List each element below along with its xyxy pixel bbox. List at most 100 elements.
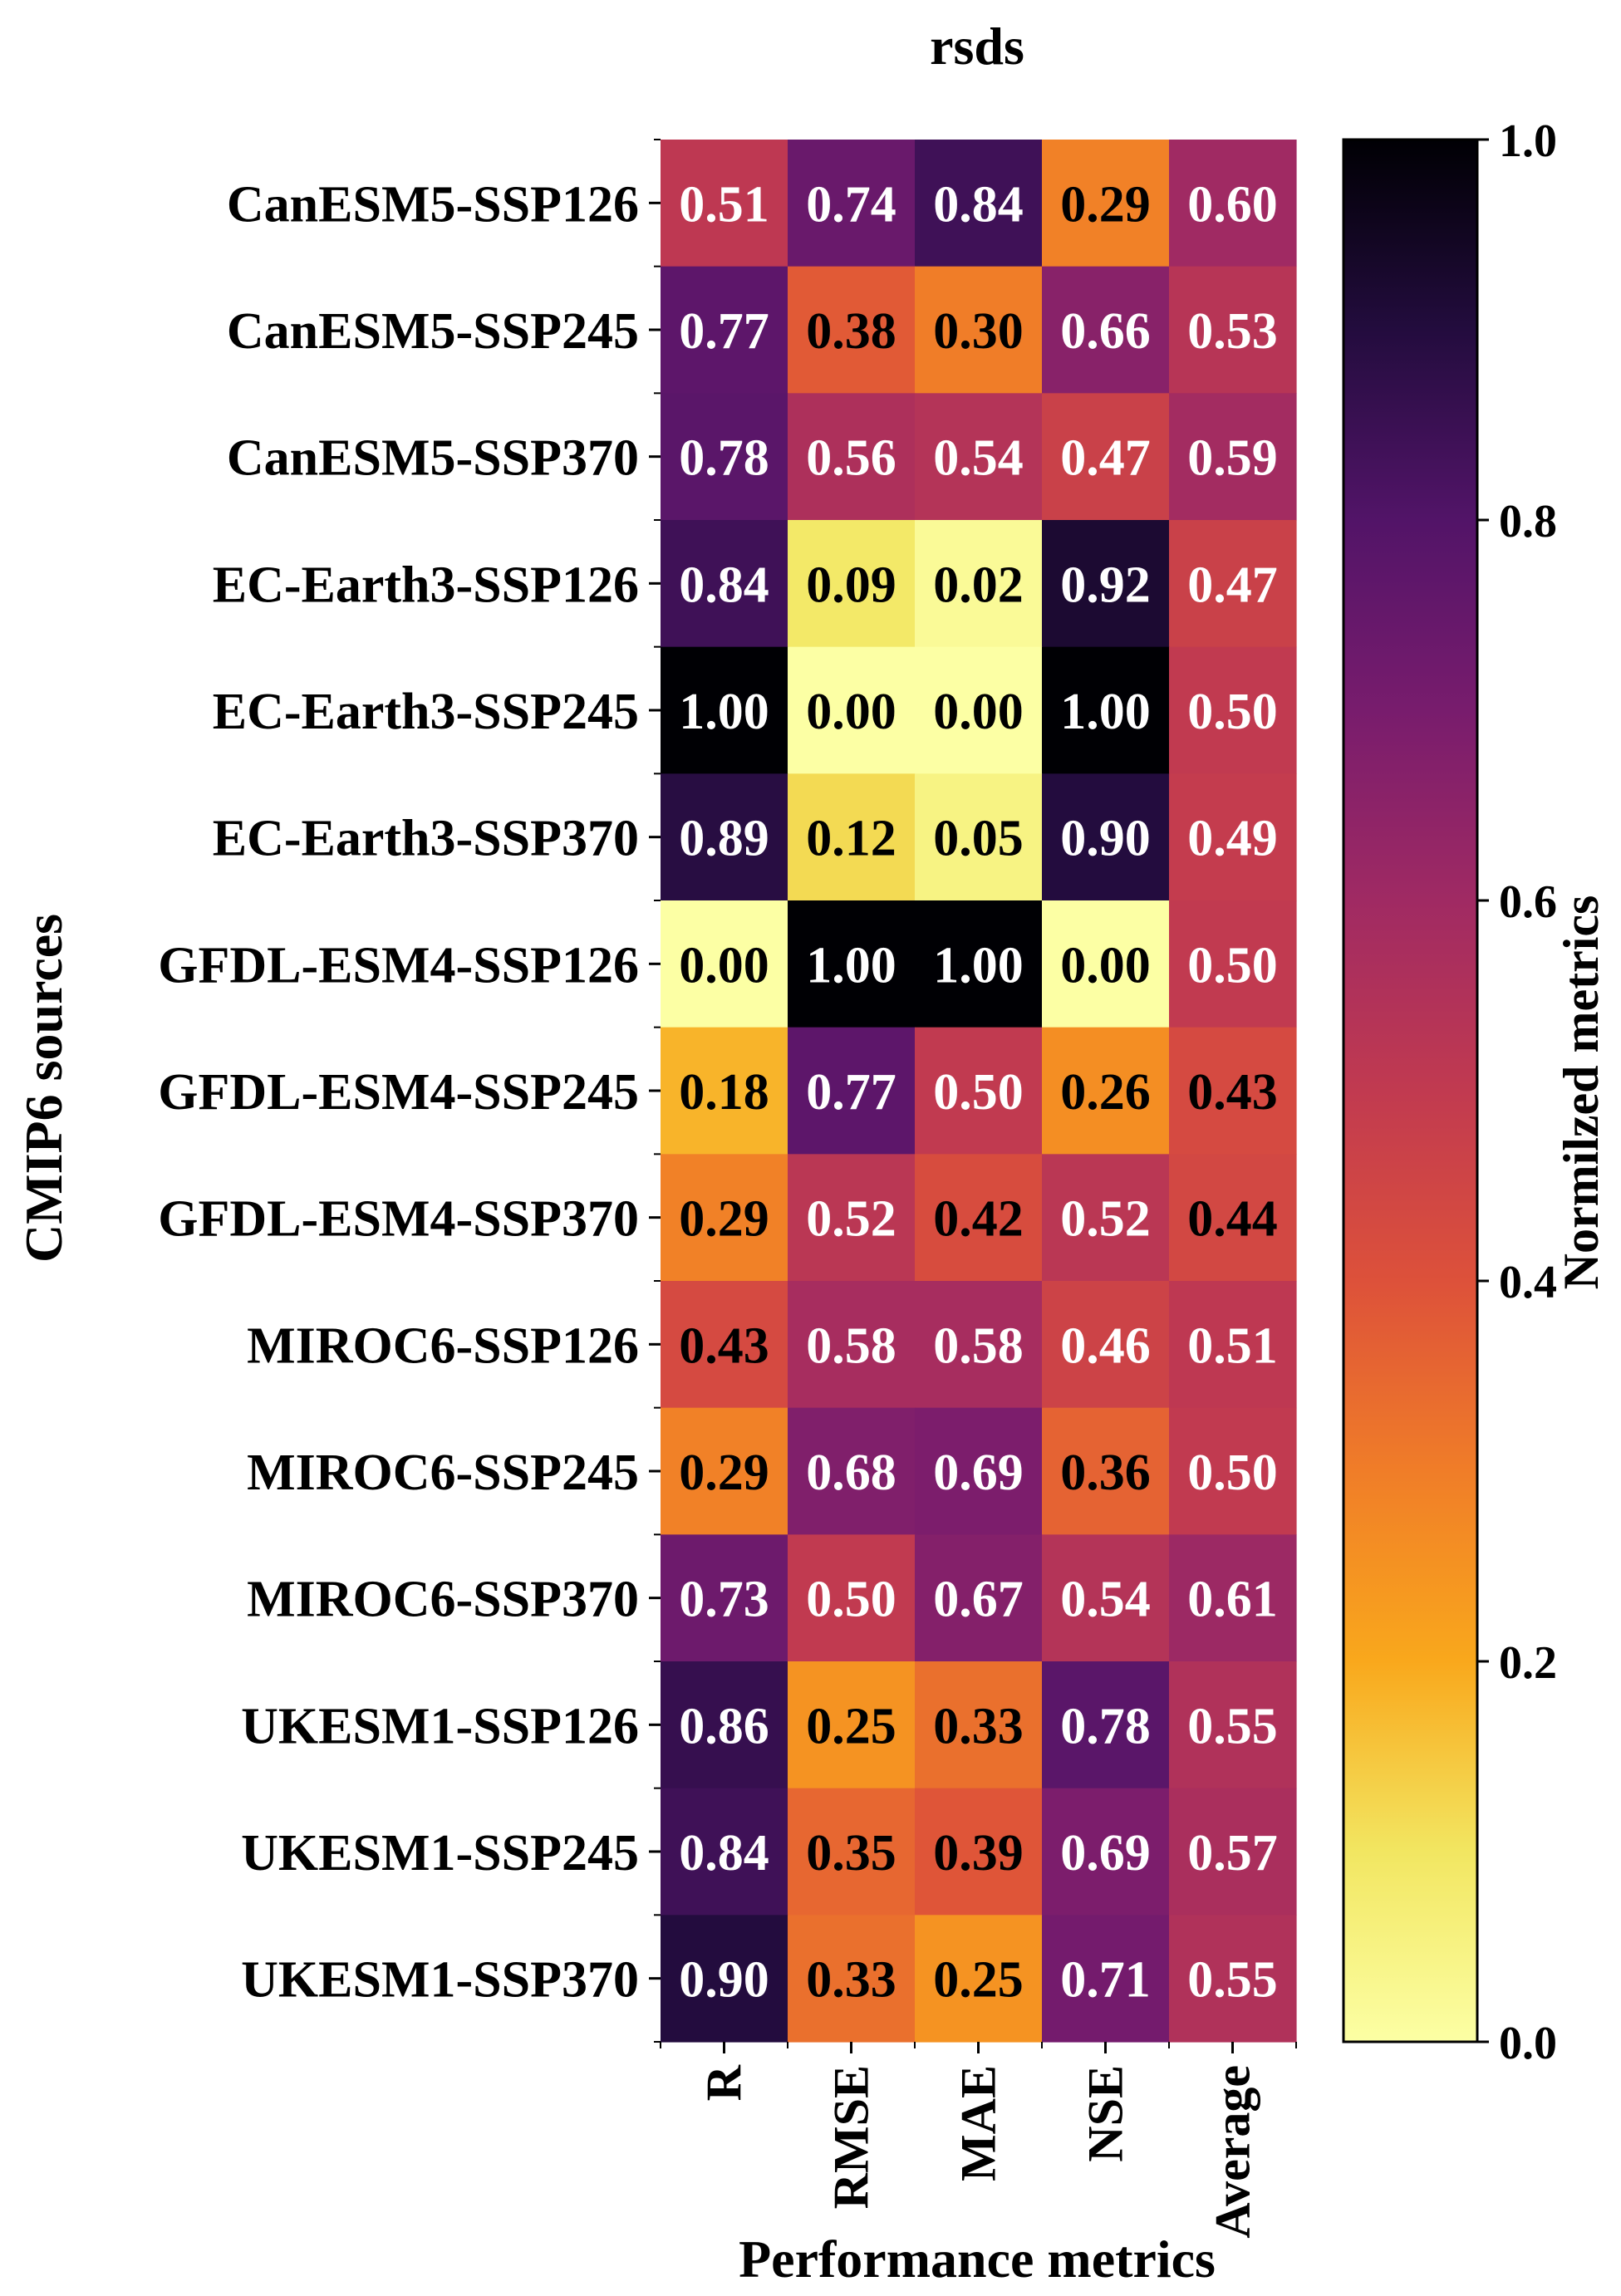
y-tick-label: GFDL-ESM4-SSP126	[158, 937, 639, 993]
x-tick-label: Average	[1206, 2065, 1260, 2239]
heatmap-cell	[1169, 1154, 1297, 1282]
heatmap-cell	[1169, 646, 1297, 774]
heatmap-cell	[915, 520, 1043, 648]
heatmap-cell	[1169, 393, 1297, 521]
cell-value: 0.71	[1060, 1952, 1151, 2009]
cell-value: 0.33	[806, 1952, 896, 2009]
y-tick-label: GFDL-ESM4-SSP245	[158, 1064, 639, 1121]
heatmap-cell	[915, 1281, 1043, 1409]
cell-value: 0.50	[1187, 937, 1278, 993]
heatmap-cell	[788, 900, 916, 1028]
cell-value: 0.47	[1060, 430, 1151, 487]
heatmap-cell	[788, 1534, 916, 1662]
y-tick-label: CanESM5-SSP370	[227, 430, 639, 487]
cell-value: 0.53	[1187, 303, 1278, 360]
heatmap-cell	[915, 1154, 1043, 1282]
heatmap-cell	[661, 1027, 788, 1155]
y-tick-label: EC-Earth3-SSP370	[213, 811, 639, 867]
cell-value: 0.69	[1060, 1825, 1151, 1881]
heatmap-cell	[661, 1407, 788, 1535]
cell-value: 0.05	[933, 811, 1024, 867]
heatmap-cell	[1042, 393, 1170, 521]
x-axis-label: Performance metrics	[739, 2230, 1216, 2289]
heatmap-cell	[1042, 1915, 1170, 2043]
cell-value: 0.36	[1060, 1445, 1151, 1501]
x-axis: R RMSE MAE NSE Average	[660, 2042, 1297, 2239]
y-axis: CanESM5-SSP126 CanESM5-SSP245 CanESM5-SSP3…	[158, 139, 661, 2043]
heatmap-cell	[661, 1661, 788, 1789]
heatmap-cell	[1169, 1534, 1297, 1662]
cell-value: 0.29	[679, 1191, 769, 1248]
heatmap-cell	[1169, 1788, 1297, 1916]
cell-value: 0.29	[679, 1445, 769, 1501]
y-tick-label: UKESM1-SSP126	[241, 1698, 639, 1754]
colorbar-tick-label: 0.0	[1499, 2018, 1557, 2069]
cell-value: 0.50	[806, 1572, 896, 1628]
heatmap-cell	[1169, 900, 1297, 1028]
cell-value: 0.58	[933, 1317, 1024, 1374]
heatmap-cell	[788, 1407, 916, 1535]
cell-value: 0.00	[933, 684, 1024, 740]
x-tick-label: R	[697, 2064, 752, 2101]
cell-value: 0.52	[1060, 1191, 1151, 1248]
cell-value: 0.58	[806, 1317, 896, 1374]
cell-value: 0.00	[1060, 937, 1151, 993]
cell-value: 1.00	[679, 684, 769, 740]
heatmap-cell	[1169, 520, 1297, 648]
cell-value: 0.09	[806, 557, 896, 613]
colorbar-label: Normilzed metrics	[1554, 895, 1609, 1290]
cell-value: 0.49	[1187, 811, 1278, 867]
heatmap-cell	[661, 1788, 788, 1916]
y-tick-label: MIROC6-SSP370	[247, 1572, 639, 1628]
cell-value: 0.66	[1060, 303, 1151, 360]
cell-value: 0.39	[933, 1825, 1024, 1881]
cell-value: 0.55	[1187, 1952, 1278, 2009]
cell-value: 0.44	[1187, 1191, 1278, 1248]
y-tick-label: MIROC6-SSP245	[247, 1445, 639, 1501]
cell-value: 0.57	[1187, 1825, 1278, 1881]
cell-value: 0.90	[679, 1952, 769, 2009]
cell-value: 0.30	[933, 303, 1024, 360]
heatmap-cell	[788, 773, 916, 901]
cell-value: 0.00	[806, 684, 896, 740]
heatmap-cell	[1169, 773, 1297, 901]
colorbar-tick-label: 0.6	[1499, 876, 1557, 928]
cell-value-labels: 0.51 0.74 0.84 0.29 0.60 0.77 0.38 0.30 0.66 0.53…	[679, 176, 1278, 2008]
heatmap-cell	[915, 900, 1043, 1028]
cell-value: 0.77	[806, 1064, 896, 1121]
cell-value: 1.00	[933, 937, 1024, 993]
heatmap-cell	[1042, 1154, 1170, 1282]
heatmap-cell	[1169, 1407, 1297, 1535]
cell-value: 0.84	[933, 176, 1024, 233]
cell-value: 0.50	[1187, 1445, 1278, 1501]
heatmap-cell	[915, 1788, 1043, 1916]
colorbar-tick-label: 0.4	[1499, 1257, 1557, 1308]
cell-value: 0.54	[1060, 1572, 1151, 1628]
heatmap-cell	[1042, 1281, 1170, 1409]
cell-value: 0.84	[679, 1825, 769, 1881]
cell-value: 0.90	[1060, 811, 1151, 867]
heatmap-cell	[1169, 1027, 1297, 1155]
cell-value: 0.29	[1060, 176, 1151, 233]
heatmap-cell	[661, 1915, 788, 2043]
cell-value: 0.18	[679, 1064, 769, 1121]
heatmap-cell	[915, 646, 1043, 774]
cell-value: 0.55	[1187, 1698, 1278, 1754]
heatmap-cell	[661, 393, 788, 521]
y-tick-label: UKESM1-SSP245	[241, 1825, 639, 1881]
cell-value: 0.46	[1060, 1317, 1151, 1374]
cell-value: 0.78	[679, 430, 769, 487]
y-tick-label: GFDL-ESM4-SSP370	[158, 1191, 639, 1248]
heatmap-cell	[1042, 1788, 1170, 1916]
cell-value: 0.59	[1187, 430, 1278, 487]
heatmap-cell	[1169, 1915, 1297, 2043]
heatmap-cell	[788, 646, 916, 774]
cell-value: 0.78	[1060, 1698, 1151, 1754]
heatmap-cell	[661, 266, 788, 394]
colorbar-gradient	[1342, 138, 1479, 2043]
cell-value: 0.00	[679, 937, 769, 993]
cell-value: 0.02	[933, 557, 1024, 613]
cell-value: 0.69	[933, 1445, 1024, 1501]
cell-value: 0.84	[679, 557, 769, 613]
